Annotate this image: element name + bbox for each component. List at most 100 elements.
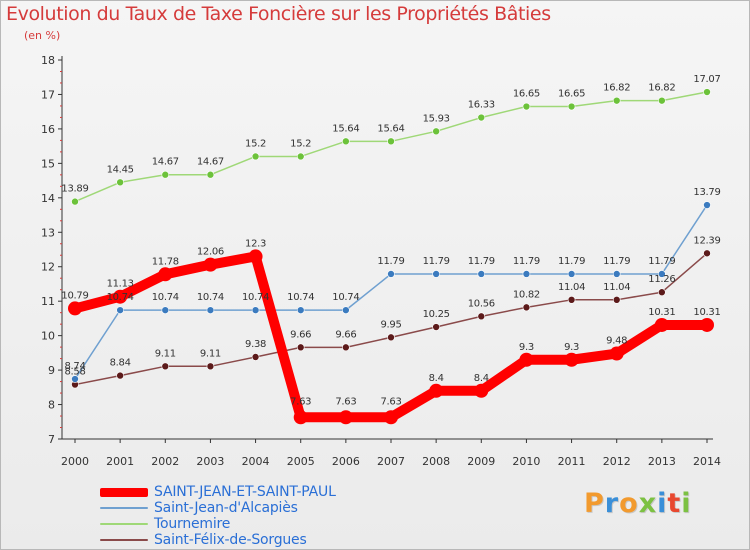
data-label: 14.45 xyxy=(107,164,134,175)
x-tick-label: 2005 xyxy=(287,455,315,468)
data-label: 11.26 xyxy=(648,274,675,285)
x-tick-label: 2013 xyxy=(648,455,676,468)
legend-swatch xyxy=(100,507,148,509)
line-chart: 7 8 9 10 11 12 13 14 15 16 17 18 2000 2001 2002 2003 200… xyxy=(41,54,721,468)
data-point xyxy=(338,410,353,425)
proxiti-logo: Proxiti xyxy=(584,488,692,519)
y-tick-label: 12 xyxy=(41,261,55,274)
data-point xyxy=(522,102,531,111)
x-tick-label: 2012 xyxy=(603,455,631,468)
logo-letter: t xyxy=(667,488,682,519)
data-label: 16.82 xyxy=(603,83,630,94)
data-label: 9.11 xyxy=(200,348,221,359)
data-label: 9.95 xyxy=(380,319,401,330)
data-label: 10.74 xyxy=(242,292,269,303)
data-label: 10.82 xyxy=(513,289,540,300)
data-label: 10.74 xyxy=(332,292,359,303)
y-tick-label: 7 xyxy=(48,433,55,446)
data-point xyxy=(161,170,170,179)
x-tick-label: 2009 xyxy=(467,455,495,468)
data-point xyxy=(432,127,440,136)
data-label: 9.38 xyxy=(245,339,266,350)
data-point xyxy=(203,257,218,272)
data-label: 15.64 xyxy=(377,123,404,134)
data-label: 8.84 xyxy=(110,358,131,369)
data-point xyxy=(342,137,350,146)
y-tick-label: 13 xyxy=(41,226,55,239)
data-point xyxy=(703,249,711,258)
data-label: 10.31 xyxy=(648,307,675,318)
chart-legend: SAINT-JEAN-ET-SAINT-PAUL Saint-Jean-d'Alc… xyxy=(100,484,336,548)
legend-label: Saint-Félix-de-Sorgues xyxy=(154,532,307,548)
data-label: 9.48 xyxy=(606,336,627,347)
data-label: 15.2 xyxy=(245,138,266,149)
series-line xyxy=(74,91,708,203)
x-tick-label: 2004 xyxy=(242,455,270,468)
data-point xyxy=(522,270,531,278)
data-label: 8.74 xyxy=(64,361,85,372)
x-tick-label: 2000 xyxy=(61,455,89,468)
data-label: 9.3 xyxy=(564,342,579,353)
data-label: 15.93 xyxy=(423,113,450,124)
data-point xyxy=(477,312,486,321)
data-label: 14.67 xyxy=(152,157,179,168)
logo-letter: i xyxy=(681,488,692,519)
y-tick-label: 8 xyxy=(48,399,55,412)
x-tick-label: 2003 xyxy=(196,455,224,468)
data-label: 11.78 xyxy=(152,256,179,267)
data-label: 10.74 xyxy=(152,292,179,303)
data-point xyxy=(206,362,215,371)
data-point xyxy=(474,383,489,398)
data-label: 15.64 xyxy=(332,123,359,134)
data-label: 14.67 xyxy=(197,157,224,168)
x-tick-label: 2007 xyxy=(377,455,405,468)
data-label: 9.66 xyxy=(290,329,311,340)
data-point xyxy=(161,362,170,371)
data-label: 12.06 xyxy=(197,247,224,258)
data-label: 9.3 xyxy=(519,342,534,353)
data-point xyxy=(567,296,576,304)
x-tick-label: 2010 xyxy=(512,455,540,468)
legend-item: Saint-Félix-de-Sorgues xyxy=(100,532,336,548)
data-label: 11.79 xyxy=(377,256,404,267)
data-label: 11.79 xyxy=(603,256,630,267)
y-tick-label: 18 xyxy=(41,54,55,67)
data-label: 11.13 xyxy=(107,279,134,290)
data-label: 7.63 xyxy=(290,396,311,407)
logo-letter: x xyxy=(638,488,658,519)
data-label: 11.04 xyxy=(558,282,585,293)
legend-swatch xyxy=(100,523,148,525)
data-label: 16.65 xyxy=(513,89,540,100)
data-point xyxy=(296,343,305,352)
logo-letter: P xyxy=(584,488,605,519)
legend-label: SAINT-JEAN-ET-SAINT-PAUL xyxy=(154,484,336,500)
data-point xyxy=(71,197,79,206)
chart-unit-label: (en %) xyxy=(24,29,61,42)
y-tick-label: 10 xyxy=(41,330,55,343)
data-point xyxy=(158,267,173,282)
data-label: 10.74 xyxy=(287,292,314,303)
data-label: 10.31 xyxy=(693,307,720,318)
data-label: 16.33 xyxy=(468,100,495,111)
data-label: 8.58 xyxy=(64,367,85,378)
data-point xyxy=(612,296,621,304)
data-point xyxy=(342,306,350,314)
legend-label: Tournemire xyxy=(154,516,231,532)
x-tick-label: 2001 xyxy=(106,455,134,468)
data-point xyxy=(248,249,263,264)
y-tick-label: 17 xyxy=(41,88,55,101)
chart-title: Evolution du Taux de Taxe Foncière sur l… xyxy=(6,3,551,25)
data-point xyxy=(113,289,128,304)
data-point xyxy=(567,102,576,111)
data-label: 7.63 xyxy=(335,396,356,407)
data-point xyxy=(612,270,621,278)
data-point xyxy=(116,306,124,314)
data-point xyxy=(342,343,350,352)
data-point xyxy=(432,323,440,331)
data-point xyxy=(703,201,711,209)
data-label: 11.04 xyxy=(603,282,630,293)
legend-swatch xyxy=(100,487,148,497)
data-label: 10.56 xyxy=(468,298,495,309)
x-tick-label: 2006 xyxy=(332,455,360,468)
